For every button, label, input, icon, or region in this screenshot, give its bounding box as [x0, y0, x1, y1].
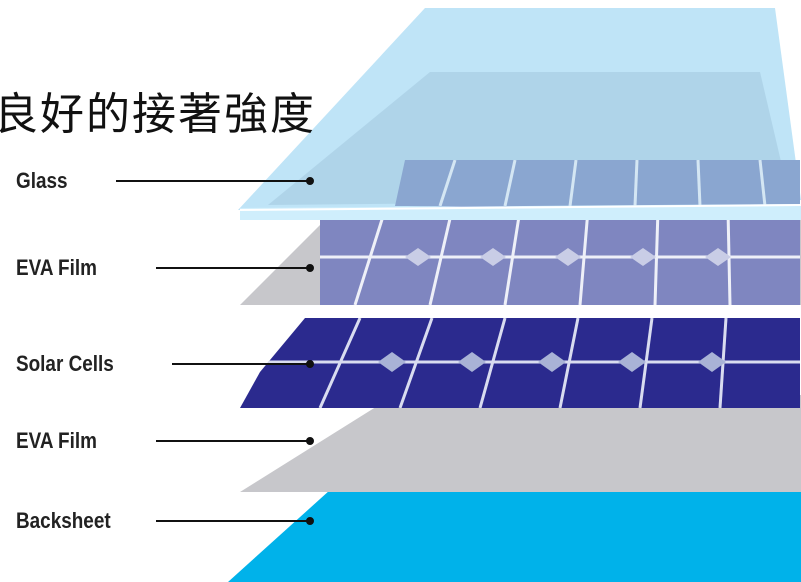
solar-cells-layer — [240, 318, 800, 408]
leader-dot-solar-cells — [306, 360, 314, 368]
leader-lines — [116, 177, 314, 525]
glass-edge-highlight — [239, 204, 801, 211]
leader-dot-eva-lower — [306, 437, 314, 445]
label-eva-film-lower: EVA Film — [16, 428, 97, 453]
cell-diamonds — [378, 352, 726, 372]
heading-title: 良好的接著強度 — [0, 89, 316, 140]
label-eva-film-upper: EVA Film — [16, 255, 97, 280]
cells-seen-through-eva — [320, 205, 800, 305]
cells-seen-through-glass — [395, 160, 800, 206]
label-solar-cells: Solar Cells — [16, 351, 114, 376]
label-backsheet: Backsheet — [16, 508, 111, 533]
eva-film-lower-layer — [240, 395, 801, 492]
backsheet-layer — [228, 490, 801, 582]
label-glass: Glass — [16, 168, 68, 193]
leader-dot-eva-upper — [306, 264, 314, 272]
leader-dot-backsheet — [306, 517, 314, 525]
leader-dot-glass — [306, 177, 314, 185]
